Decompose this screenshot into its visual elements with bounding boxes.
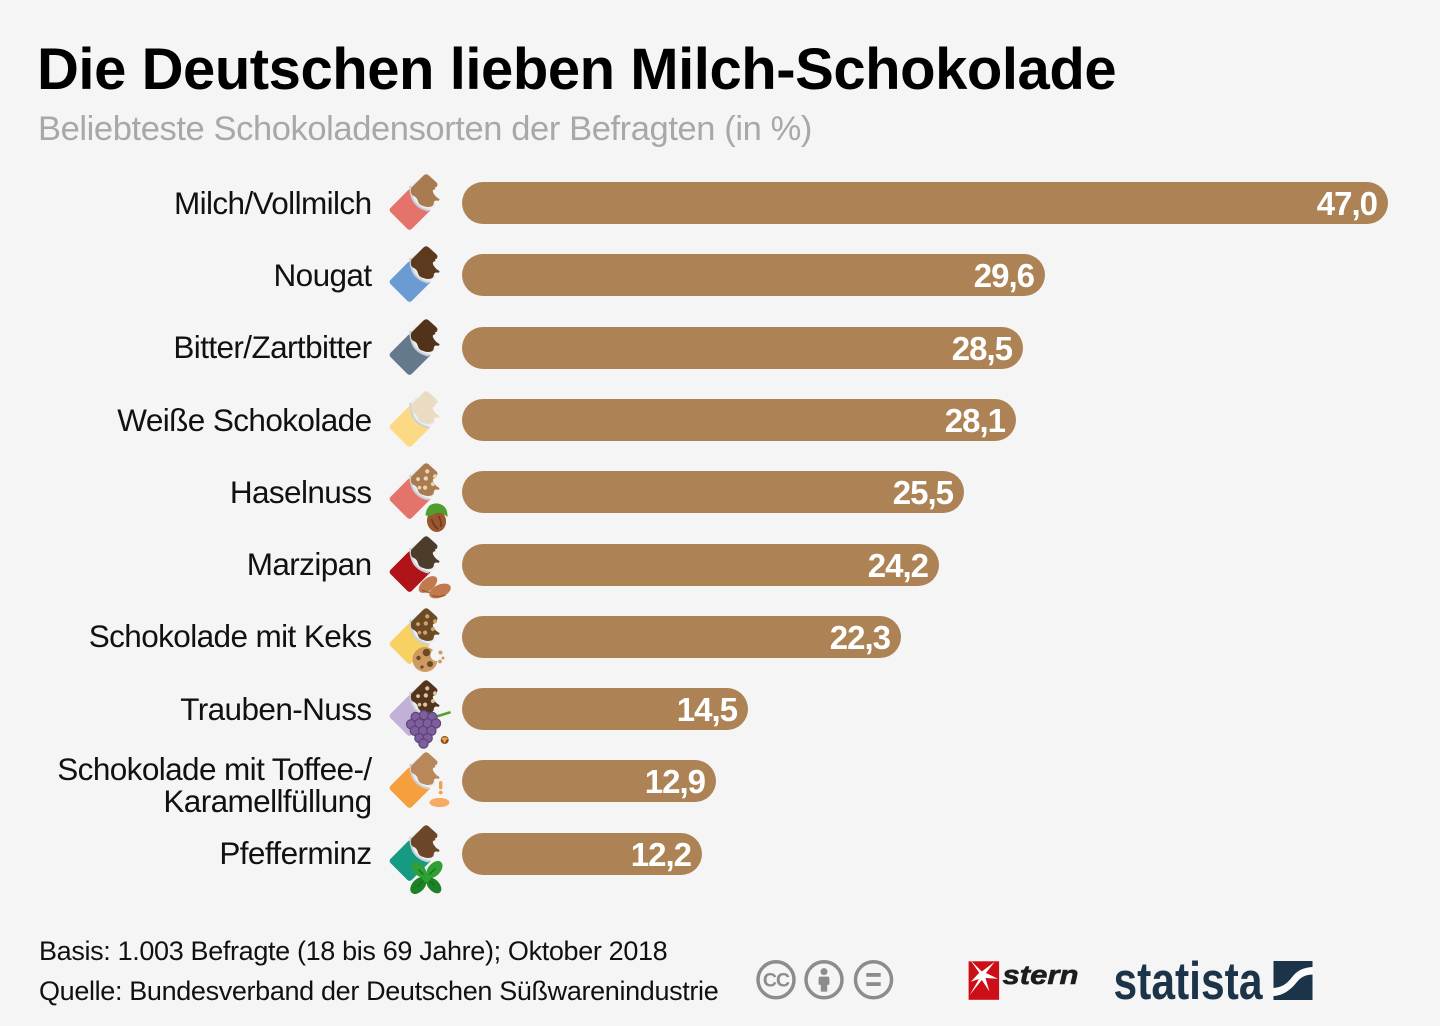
svg-text:CC: CC <box>763 969 790 991</box>
svg-text:statista: statista <box>1114 952 1263 1010</box>
svg-text:stern: stern <box>1003 960 1079 990</box>
